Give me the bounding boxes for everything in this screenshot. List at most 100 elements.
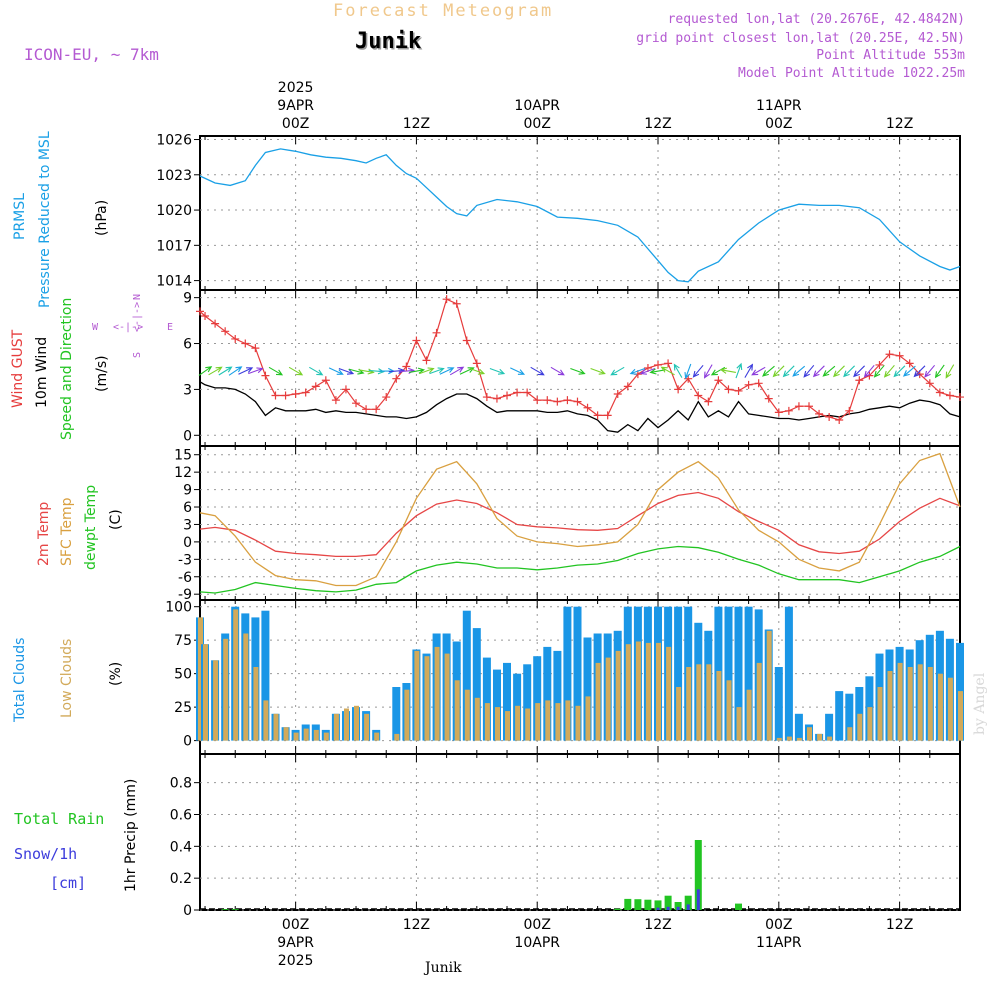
low-cloud-bar bbox=[877, 687, 883, 741]
wind-gust-point bbox=[543, 396, 552, 405]
top-time-label: 12Z bbox=[886, 116, 913, 132]
low-cloud-bar bbox=[253, 667, 259, 741]
ytick-label-pressure: 1026 bbox=[156, 133, 192, 149]
prmsl-labels: PRMSL Pressure Reduced to MSL (hPa) bbox=[12, 131, 110, 308]
low-cloud-bar bbox=[595, 662, 601, 741]
bottom-time-label: 12Z bbox=[644, 917, 671, 933]
wind-arrow bbox=[288, 366, 304, 376]
wind-arrow bbox=[735, 362, 743, 379]
wind-arrow bbox=[692, 364, 704, 378]
wind-arrow bbox=[782, 365, 795, 378]
bottom-time-label: 00Z bbox=[282, 917, 309, 933]
top-time-label: 12Z bbox=[403, 116, 430, 132]
wind-arrow bbox=[843, 365, 855, 378]
wind-gust-point bbox=[231, 334, 240, 343]
wind-gust-point bbox=[422, 356, 431, 365]
ytick-label-precipitation: 0 bbox=[183, 903, 192, 919]
low-cloud-bar bbox=[958, 691, 963, 741]
panel-frame-pressure bbox=[199, 135, 961, 291]
low-cloud-bar bbox=[243, 633, 249, 741]
ytick-label-temperature: -6 bbox=[178, 570, 192, 586]
snow-bar bbox=[696, 889, 700, 910]
wind-arrow bbox=[629, 367, 646, 375]
wind-gust-point bbox=[291, 390, 300, 398]
total-cloud-bar bbox=[472, 628, 481, 741]
ytick-label-temperature: 9 bbox=[183, 483, 192, 499]
wind-gust-point bbox=[774, 408, 783, 417]
wind-arrow bbox=[744, 363, 754, 378]
wind-gust-point bbox=[805, 402, 814, 411]
wind-arrow bbox=[248, 367, 264, 375]
low-cloud-bar bbox=[746, 689, 752, 741]
wind-gust-point bbox=[513, 388, 522, 397]
low-cloud-bar bbox=[776, 737, 782, 741]
panels: 101410171020102310260369-9-6-30369121502… bbox=[156, 133, 961, 919]
wind-gust-point bbox=[935, 388, 944, 397]
wind-arrow bbox=[218, 366, 233, 376]
low-cloud-bar bbox=[857, 713, 863, 741]
wind-gust-point bbox=[412, 336, 421, 345]
rain-bar bbox=[735, 903, 742, 910]
ytick-label-pressure: 1014 bbox=[156, 274, 192, 290]
wind-gust-point bbox=[442, 295, 451, 304]
temp-dew-label: dewpt Temp bbox=[83, 485, 99, 570]
compass-n: N bbox=[132, 294, 143, 300]
wind-gust-point bbox=[694, 391, 703, 400]
precip-labels: Total Rain Snow/1h [cm] 1hr Precip (mm) bbox=[14, 779, 139, 892]
low-cloud-bar bbox=[947, 677, 953, 741]
ytick-label-wind: 3 bbox=[183, 382, 192, 398]
total-cloud-bar bbox=[523, 664, 532, 741]
low-cloud-bar bbox=[354, 705, 359, 741]
wind-gust-point bbox=[341, 385, 350, 394]
wind-arrow bbox=[719, 367, 736, 374]
ytick-label-wind: 0 bbox=[183, 428, 192, 444]
rain-bar bbox=[634, 899, 642, 910]
wind-arrow bbox=[489, 367, 506, 375]
wind-gust-point bbox=[835, 416, 844, 424]
rain-bar bbox=[624, 898, 632, 910]
wind-arrow bbox=[873, 364, 885, 378]
wind-gust-point bbox=[482, 393, 491, 402]
temp-2m-label: 2m Temp bbox=[36, 502, 52, 566]
wind-arrow bbox=[913, 365, 926, 378]
bottom-time-label: 00Z bbox=[524, 917, 551, 933]
top-time-label: 9APR bbox=[277, 98, 314, 114]
wind-gust-point bbox=[573, 397, 582, 406]
temp-sfc-line bbox=[199, 452, 961, 587]
low-cloud-bar bbox=[374, 732, 380, 741]
wind-arrow bbox=[945, 364, 955, 379]
wind-arrow bbox=[530, 366, 545, 376]
panel-frame-precipitation bbox=[199, 753, 961, 911]
requested-coords: requested lon,lat (20.2676E, 42.4842N) bbox=[668, 12, 965, 27]
low-cloud-bar bbox=[545, 700, 551, 741]
low-clouds-label: Low Clouds bbox=[59, 639, 75, 718]
wind-gust-point bbox=[754, 379, 763, 388]
wind-gust-point bbox=[261, 371, 270, 380]
low-cloud-bar bbox=[444, 653, 450, 741]
wind-gust-point bbox=[241, 339, 250, 348]
total-cloud-bar bbox=[533, 656, 542, 741]
low-cloud-bar bbox=[424, 656, 430, 741]
low-cloud-bar bbox=[555, 703, 561, 741]
ytick-label-precipitation: 0.4 bbox=[170, 839, 192, 855]
temp-labels: 2m Temp SFC Temp dewpt Temp (C) bbox=[36, 485, 124, 570]
top-time-label: 00Z bbox=[282, 116, 309, 132]
low-cloud-bar bbox=[575, 705, 581, 741]
total-cloud-bar bbox=[674, 606, 683, 741]
model-label: ICON-EU, ~ 7km bbox=[24, 45, 159, 64]
wind-gust-point bbox=[825, 412, 834, 421]
total-cloud-bar bbox=[724, 606, 733, 741]
footer-station: Junik bbox=[423, 960, 462, 976]
wind-arrow bbox=[408, 367, 426, 374]
ytick-label-temperature: 15 bbox=[174, 448, 192, 464]
clouds-unit: (%) bbox=[108, 662, 124, 686]
low-cloud-bar bbox=[474, 697, 480, 741]
wind-arrow bbox=[673, 363, 683, 378]
bottom-time-label: 12Z bbox=[886, 917, 913, 933]
wind-arrow bbox=[853, 365, 865, 378]
total-cloud-bar bbox=[774, 667, 783, 741]
wind-gust-point bbox=[704, 397, 713, 406]
prmsl-unit: (hPa) bbox=[94, 200, 110, 236]
temp-2m-line bbox=[199, 491, 961, 558]
low-cloud-bar bbox=[565, 700, 571, 741]
